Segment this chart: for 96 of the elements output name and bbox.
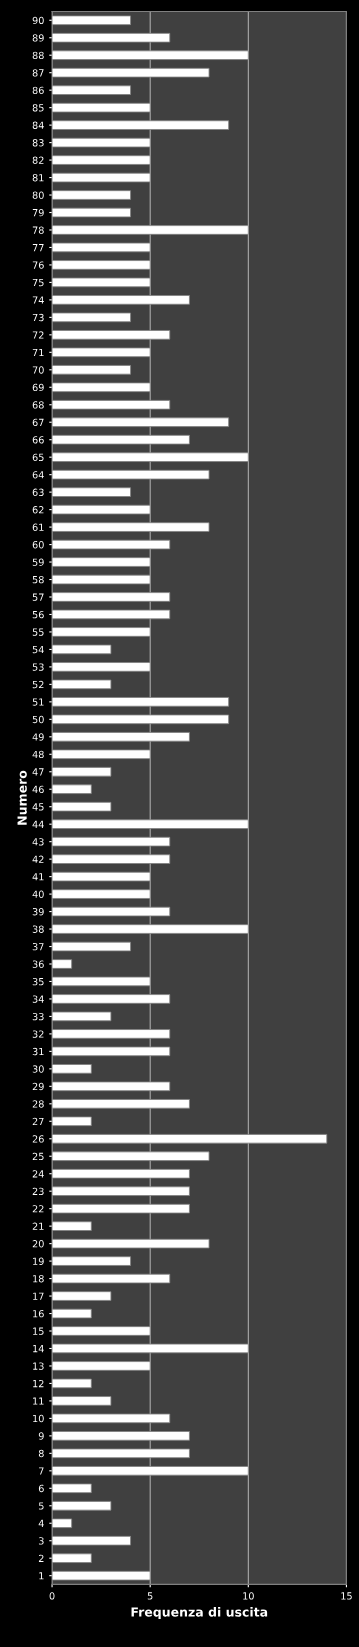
y-tick-label: 46 [32, 785, 44, 794]
y-tick-label: 73 [32, 313, 44, 322]
y-tick-label: 78 [32, 226, 44, 234]
y-tick-label: 21 [32, 1222, 44, 1230]
y-tick-label: 47 [32, 768, 44, 776]
y-tick-label: 20 [32, 1240, 44, 1248]
y-tick-label: 52 [32, 680, 44, 689]
y-tick-label: 64 [32, 471, 44, 479]
y-tick-label: 34 [32, 995, 44, 1003]
y-tick-label: 13 [33, 1362, 44, 1370]
y-tick-label: 67 [32, 418, 44, 427]
y-tick-label: 84 [32, 121, 44, 129]
y-tick-label: 4 [38, 1519, 44, 1527]
y-tick-label: 85 [32, 104, 44, 112]
y-tick-label: 9 [38, 1432, 44, 1440]
y-tick-label: 89 [32, 34, 44, 42]
y-tick-label: 19 [33, 1257, 44, 1265]
y-tick-label: 90 [32, 16, 44, 25]
y-tick-label: 25 [32, 1152, 44, 1161]
y-tick-label: 59 [32, 558, 44, 566]
y-tick-label: 8 [38, 1449, 44, 1458]
y-tick-label: 29 [32, 1082, 44, 1091]
y-tick-label: 80 [32, 191, 44, 199]
y-tick-label: 88 [32, 51, 44, 60]
y-tick-label: 7 [39, 1467, 44, 1475]
y-tick-label: 36 [32, 960, 44, 968]
y-tick-label: 42 [32, 855, 44, 863]
y-tick-label: 77 [32, 244, 44, 252]
y-tick-label: 30 [32, 1065, 44, 1073]
y-tick-label: 81 [32, 174, 44, 182]
x-tick-label: 10 [243, 1592, 254, 1600]
y-tick-label: 45 [32, 803, 44, 811]
y-tick-label: 12 [33, 1379, 44, 1388]
y-tick-label: 69 [32, 383, 44, 392]
y-tick-label: 27 [32, 1117, 44, 1125]
y-tick-label: 10 [33, 1414, 44, 1423]
y-tick-label: 51 [32, 698, 44, 706]
y-tick-label: 66 [32, 436, 44, 444]
y-tick-label: 11 [33, 1397, 44, 1405]
y-tick-label: 79 [32, 208, 44, 217]
y-tick-label: 28 [32, 1100, 44, 1108]
y-tick-label: 49 [32, 733, 44, 741]
y-tick-label: 74 [32, 296, 44, 304]
y-tick-label: 65 [32, 453, 44, 462]
y-tick-label: 57 [32, 593, 44, 601]
y-tick-label: 72 [32, 331, 44, 339]
y-tick-label: 35 [32, 977, 44, 986]
y-tick-label: 48 [32, 750, 44, 759]
y-tick-label: 3 [38, 1537, 44, 1545]
y-tick-label: 26 [32, 1135, 44, 1143]
y-tick-label: 44 [32, 820, 44, 828]
y-tick-label: 60 [32, 541, 44, 549]
y-tick-label: 38 [32, 925, 44, 933]
y-tick-label: 14 [33, 1345, 44, 1353]
y-tick-label: 16 [33, 1310, 44, 1318]
y-tick-label: 15 [33, 1327, 44, 1335]
y-tick-label: 33 [32, 1012, 44, 1021]
y-tick-label: 22 [32, 1205, 44, 1213]
y-tick-label: 55 [32, 628, 44, 636]
y-tick-label: 31 [32, 1047, 44, 1056]
y-tick-label: 1 [39, 1572, 44, 1580]
y-tick-label: 71 [32, 348, 44, 357]
x-tick-label: 15 [341, 1592, 352, 1600]
y-tick-label: 18 [33, 1275, 44, 1283]
y-tick-label: 2 [38, 1554, 44, 1562]
y-tick-label: 5 [38, 1502, 44, 1510]
y-tick-label: 70 [32, 366, 44, 374]
y-tick-label: 53 [32, 663, 44, 671]
y-tick-label: 61 [32, 523, 44, 531]
y-tick-label: 68 [32, 401, 44, 409]
y-tick-label: 58 [32, 575, 44, 584]
x-tick-label: 5 [147, 1592, 153, 1600]
y-tick-label: 75 [32, 279, 44, 287]
y-tick-label: 40 [32, 890, 44, 898]
y-tick-label: 76 [32, 261, 44, 269]
y-tick-label: 23 [32, 1187, 44, 1196]
y-tick-label: 43 [32, 838, 44, 846]
y-tick-label: 17 [33, 1292, 44, 1300]
y-tick-label: 63 [32, 488, 44, 496]
y-tick-label: 6 [38, 1484, 44, 1493]
y-tick-label: 24 [32, 1170, 44, 1178]
x-tick-label: 0 [49, 1592, 55, 1600]
y-tick-label: 62 [32, 506, 44, 514]
y-tick-label: 37 [32, 943, 44, 951]
y-tick-label: 56 [32, 610, 44, 619]
y-tick-label: 41 [32, 873, 44, 881]
y-tick-label: 32 [32, 1030, 44, 1038]
y-axis-title: Numero [17, 770, 27, 825]
y-tick-label: 87 [32, 69, 44, 77]
y-tick-label: 83 [32, 139, 44, 147]
y-tick-label: 82 [32, 156, 44, 164]
x-axis-title: Frequenza di uscita [131, 1607, 268, 1620]
y-tick-label: 50 [32, 715, 44, 724]
y-tick-label: 54 [32, 646, 44, 654]
y-tick-label: 86 [32, 86, 44, 95]
y-tick-label: 39 [32, 908, 44, 916]
